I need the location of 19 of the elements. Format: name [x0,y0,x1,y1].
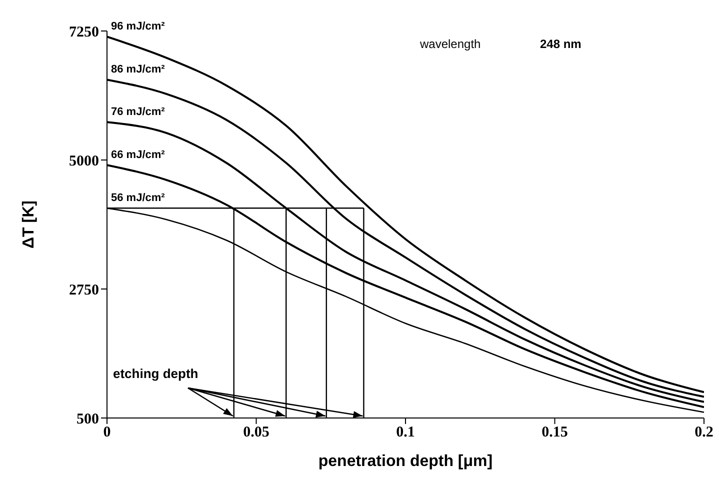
series-label: 86 mJ/cm² [111,64,166,76]
annotation: etching depth [113,366,198,381]
x-tick-label: 0.2 [694,424,714,441]
y-tick-label: 7250 [69,24,99,40]
annotation: 248 nm [540,37,582,51]
annotation: wavelength [419,37,481,51]
series-label: 56 mJ/cm² [111,192,166,204]
x-tick-label: 0.1 [396,424,415,441]
x-tick-label: 0 [103,424,111,441]
series-label: 76 mJ/cm² [111,106,166,118]
y-tick-label: 500 [76,411,99,428]
x-tick-label: 0.05 [243,424,270,441]
y-axis-title: ΔT [K] [20,200,38,248]
y-tick-label: 2750 [69,282,99,298]
series-label: 66 mJ/cm² [111,149,166,162]
series-label: 96 mJ/cm² [111,20,166,33]
x-tick-label: 0.15 [542,424,568,441]
y-tick-label: 5000 [69,153,99,170]
x-axis-title: penetration depth [μm] [318,453,493,470]
